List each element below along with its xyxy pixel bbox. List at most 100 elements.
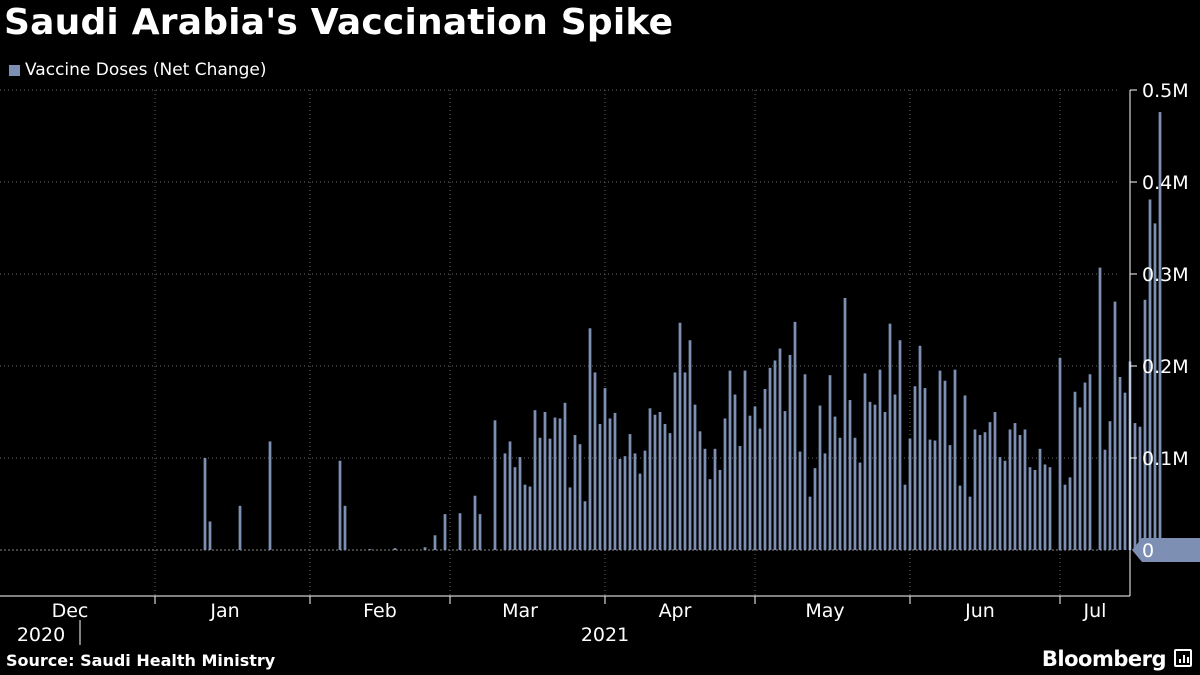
bar	[758, 428, 762, 550]
bar	[508, 441, 512, 550]
bar	[1133, 423, 1137, 550]
bar	[593, 372, 597, 550]
bar	[888, 323, 892, 550]
bar	[738, 446, 742, 550]
bar	[1013, 423, 1017, 550]
bar	[658, 412, 662, 550]
bar	[998, 457, 1002, 550]
bar	[538, 437, 542, 550]
bar	[523, 484, 527, 550]
bar	[943, 380, 947, 550]
bar	[723, 418, 727, 550]
x-tick-label: May	[805, 600, 844, 622]
bar	[473, 495, 477, 550]
bar	[963, 395, 967, 550]
x-year-label: 2020	[17, 624, 65, 646]
bar	[623, 456, 627, 550]
bar	[1083, 382, 1087, 550]
bar	[698, 431, 702, 550]
bar	[638, 473, 642, 550]
bar	[928, 439, 932, 550]
bar	[783, 411, 787, 550]
bar	[493, 420, 497, 550]
bar	[548, 438, 552, 550]
bar	[1038, 448, 1042, 550]
bar	[828, 375, 832, 550]
bar	[973, 429, 977, 550]
x-tick-label: Dec	[52, 600, 89, 622]
bar	[798, 451, 802, 550]
bar	[693, 404, 697, 550]
bar	[993, 412, 997, 550]
bar	[803, 374, 807, 550]
bar	[918, 345, 922, 550]
brand-logo: Bloomberg	[1041, 647, 1167, 671]
y-tick-label: 0.5M	[1142, 80, 1189, 102]
bar	[663, 423, 667, 550]
bar	[618, 458, 622, 550]
bar	[368, 549, 372, 550]
bar	[1108, 421, 1112, 550]
bar	[1158, 112, 1162, 550]
bar	[1148, 199, 1152, 551]
bar	[773, 360, 777, 550]
bar	[703, 448, 707, 550]
bar	[1113, 301, 1117, 550]
y-tick-label: 0.4M	[1142, 172, 1189, 194]
bar	[608, 418, 612, 550]
bar	[873, 404, 877, 550]
zero-label: 0	[1142, 540, 1154, 562]
bar	[1063, 484, 1067, 550]
bar	[1058, 357, 1062, 550]
bar	[893, 394, 897, 550]
bar	[1138, 426, 1142, 550]
bar	[788, 354, 792, 550]
bar	[338, 460, 342, 550]
bar	[393, 548, 397, 550]
y-tick-label: 0.2M	[1142, 356, 1189, 378]
bar	[568, 487, 572, 550]
bar	[478, 514, 482, 550]
bar	[683, 372, 687, 550]
bar	[1008, 429, 1012, 550]
bar	[763, 389, 767, 550]
bar	[848, 400, 852, 550]
bar	[938, 370, 942, 550]
bar	[923, 388, 927, 550]
bar	[423, 547, 427, 550]
bar	[978, 435, 982, 550]
bar	[868, 401, 872, 550]
bar	[458, 513, 462, 550]
bar	[1098, 267, 1102, 550]
bar	[268, 441, 272, 550]
bar	[1103, 449, 1107, 550]
bar	[718, 469, 722, 550]
bar	[668, 433, 672, 550]
bar	[678, 322, 682, 550]
bar	[903, 484, 907, 550]
bar	[543, 412, 547, 550]
bar	[1143, 299, 1147, 550]
y-tick-label: 0.1M	[1142, 448, 1189, 470]
bar	[833, 416, 837, 550]
bar	[648, 408, 652, 550]
legend-swatch	[9, 64, 20, 76]
bar	[768, 367, 772, 550]
bar	[778, 348, 782, 550]
bar	[968, 496, 972, 550]
bar	[583, 501, 587, 550]
bar	[1028, 467, 1032, 550]
bar	[908, 438, 912, 550]
bar	[578, 444, 582, 550]
x-tick-label: Mar	[502, 600, 538, 622]
bar	[628, 434, 632, 550]
bar	[1088, 374, 1092, 550]
bar	[343, 505, 347, 550]
x-year-label: 2021	[581, 624, 629, 646]
legend: Vaccine Doses (Net Change)	[9, 60, 266, 80]
bar	[1073, 391, 1077, 550]
y-tick-label: 0.3M	[1142, 264, 1189, 286]
bar	[1123, 392, 1127, 550]
source-note: Source: Saudi Health Ministry	[6, 651, 276, 670]
